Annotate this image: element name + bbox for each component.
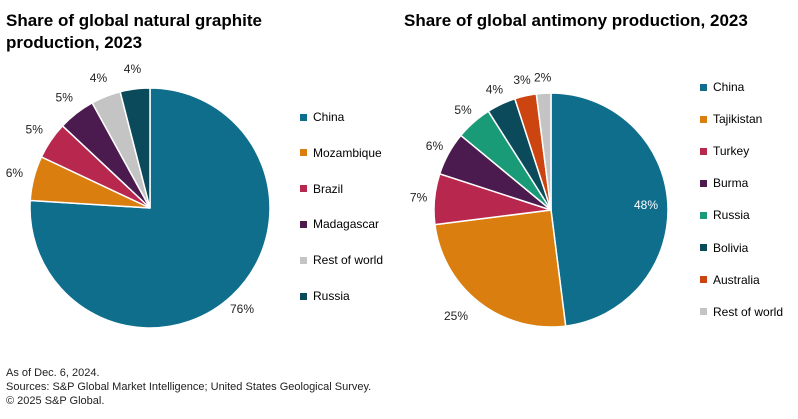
graphite-legend-item-russia: Russia	[300, 289, 350, 303]
antimony-label-australia: 3%	[513, 73, 531, 87]
legend-label: Brazil	[313, 181, 344, 196]
graphite-legend-item-rest-of-world: Rest of world	[300, 253, 383, 267]
graphite-label-china: 76%	[230, 302, 254, 316]
legend-label: Tajikistan	[713, 112, 763, 127]
antimony-legend-item-china: China	[700, 80, 744, 94]
legend-label: Russia	[313, 289, 350, 303]
legend-label: Turkey	[713, 144, 750, 159]
antimony-legend-item-rest-of-world: Rest of world	[700, 305, 783, 319]
legend-swatch	[700, 115, 707, 123]
graphite-slice-russia	[119, 87, 151, 209]
antimony-chart-title: Share of global antimony production, 202…	[404, 11, 748, 30]
antimony-label-russia: 5%	[454, 103, 472, 117]
legend-label: Mozambique	[313, 145, 382, 160]
legend-swatch	[300, 292, 307, 300]
graphite-label-russia: 4%	[124, 62, 142, 76]
graphite-legend-item-brazil: Brazil	[300, 182, 343, 196]
legend-swatch	[300, 220, 307, 228]
graphite-label-madagascar: 5%	[56, 90, 74, 104]
legend-swatch	[700, 244, 707, 251]
antimony-label-rest-of-world: 2%	[534, 70, 552, 84]
graphite-label-mozambique: 6%	[6, 166, 24, 180]
legend-label: Rest of world	[313, 253, 384, 268]
legend-label: Russia	[713, 208, 750, 223]
legend-swatch	[700, 83, 707, 91]
legend-label: Australia	[713, 272, 760, 287]
date-note: As of Dec. 6, 2024.	[6, 367, 100, 379]
legend-swatch	[300, 256, 307, 264]
legend-label: Burma	[713, 176, 749, 191]
antimony-legend-item-bolivia: Bolivia	[700, 241, 748, 255]
antimony-label-tajikistan: 25%	[444, 309, 468, 323]
antimony-legend-item-tajikistan: Tajikistan	[700, 112, 762, 126]
legend-swatch	[700, 179, 707, 187]
graphite-chart-title: Share of global natural graphite product…	[6, 11, 262, 52]
legend-label: Madagascar	[313, 217, 380, 232]
legend-swatch	[300, 149, 307, 157]
antimony-legend-item-turkey: Turkey	[700, 144, 749, 158]
graphite-label-brazil: 5%	[26, 122, 44, 136]
antimony-legend-item-australia: Australia	[700, 273, 760, 287]
legend-label: Bolivia	[713, 240, 749, 255]
legend-label: China	[313, 110, 345, 124]
legend-label: Rest of world	[713, 304, 784, 319]
antimony-slice-china	[550, 92, 669, 327]
legend-swatch	[700, 211, 707, 219]
legend-swatch	[700, 308, 707, 316]
graphite-slice-china	[29, 87, 271, 329]
graphite-label-rest-of-world: 4%	[90, 71, 108, 85]
graphite-legend-item-mozambique: Mozambique	[300, 146, 382, 160]
copyright-note: © 2025 S&P Global.	[6, 395, 105, 407]
antimony-label-burma: 6%	[426, 139, 444, 153]
sources-note: Sources: S&P Global Market Intelligence;…	[6, 381, 372, 393]
antimony-slice-rest-of-world	[535, 92, 552, 211]
antimony-label-turkey: 7%	[410, 190, 428, 204]
antimony-slice-tajikistan	[434, 209, 567, 328]
antimony-label-bolivia: 4%	[486, 83, 504, 97]
legend-swatch	[700, 276, 707, 284]
graphite-legend-item-china: China	[300, 110, 344, 124]
legend-swatch	[300, 113, 307, 121]
graphite-legend-item-madagascar: Madagascar	[300, 217, 379, 231]
legend-swatch	[700, 147, 707, 155]
legend-swatch	[300, 185, 307, 193]
antimony-legend-item-russia: Russia	[700, 208, 750, 222]
legend-label: China	[713, 80, 745, 94]
chart-footer: As of Dec. 6, 2024. Sources: S&P Global …	[6, 366, 371, 408]
antimony-legend-item-burma: Burma	[700, 176, 748, 190]
antimony-label-china: 48%	[634, 198, 658, 212]
